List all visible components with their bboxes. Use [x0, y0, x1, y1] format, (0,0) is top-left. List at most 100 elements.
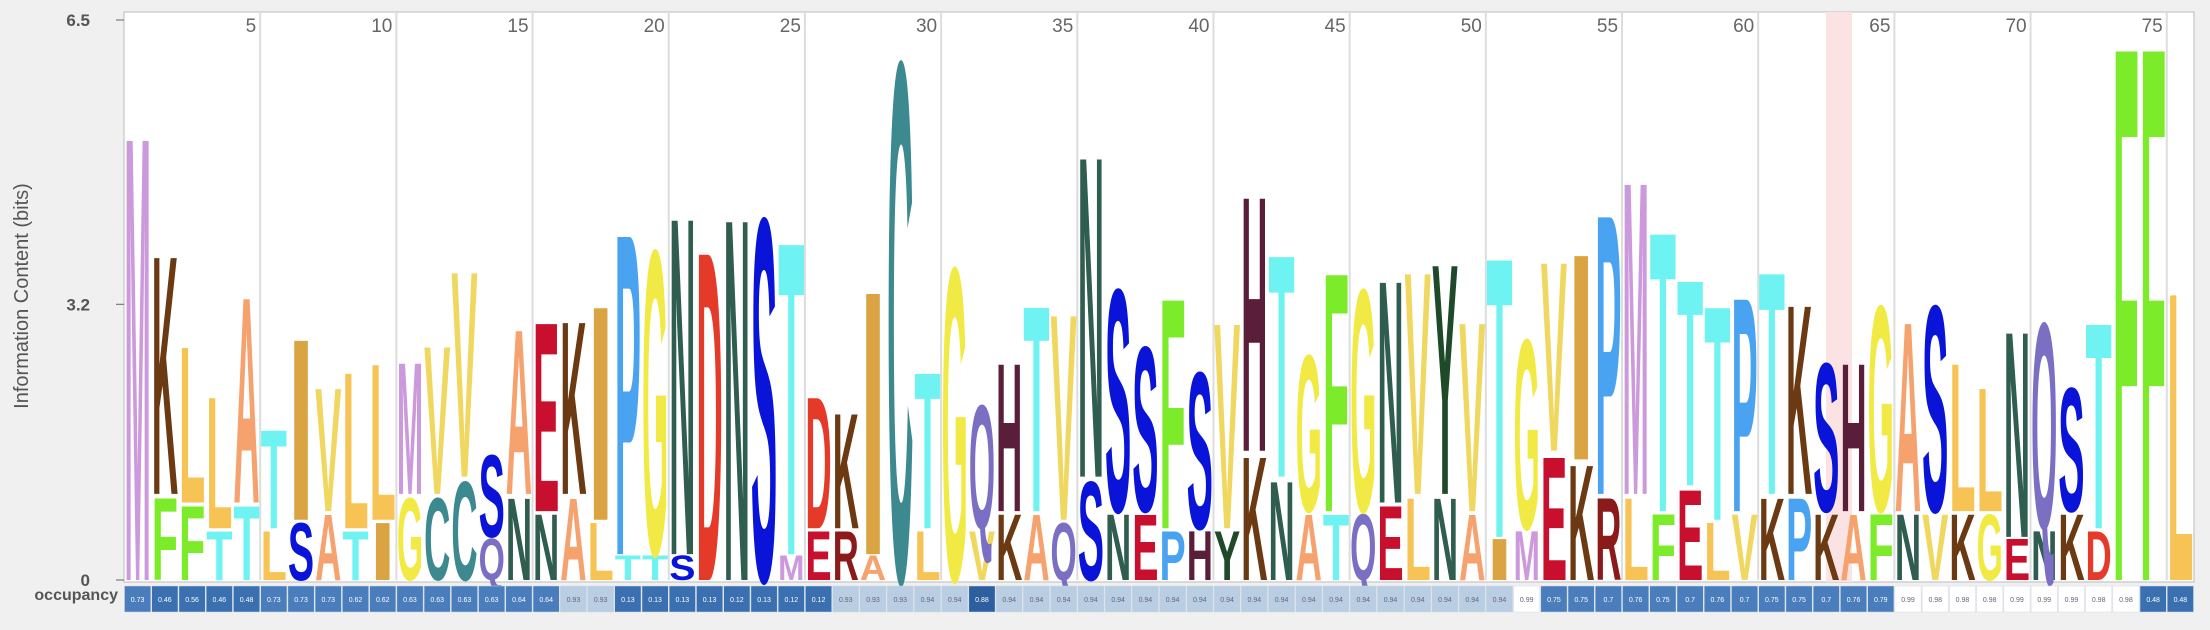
occupancy-cell: [1458, 585, 1486, 613]
x-tick-label: 55: [1597, 16, 1618, 37]
x-tick-label: 45: [1325, 16, 1346, 37]
residue-letter: H: [1187, 517, 1213, 596]
occupancy-cell: [1567, 585, 1595, 613]
occupancy-cell: [233, 585, 260, 613]
residue-letter: S: [1922, 243, 1948, 574]
occupancy-value: 0.98: [1983, 597, 1997, 604]
occupancy-cell: [1404, 585, 1432, 613]
residue-letter: Q: [479, 527, 505, 592]
residue-letter: A: [315, 495, 341, 601]
occupancy-value: 0.56: [185, 597, 199, 604]
occupancy-cell: [124, 585, 151, 613]
occupancy-value: 0.94: [1139, 597, 1153, 604]
residue-letter: V: [451, 209, 477, 540]
residue-letter: S: [2058, 352, 2084, 549]
y-tick-label: 6.5: [66, 11, 90, 30]
residue-letter: K: [1786, 250, 1812, 553]
occupancy-value: 0.63: [458, 597, 472, 604]
residue-letter: K: [2058, 495, 2084, 601]
occupancy-value: 0.99: [1901, 597, 1915, 604]
occupancy-value: 0.76: [1711, 597, 1725, 604]
occupancy-cell: [1349, 585, 1377, 613]
residue-letter: P: [615, 137, 641, 630]
residue-letter: C: [451, 453, 477, 611]
residue-letter: T: [233, 484, 259, 602]
occupancy-cell: [505, 585, 533, 613]
y-tick-label: 0: [81, 571, 90, 590]
occupancy-cell: [832, 585, 860, 613]
occupancy-value: 0.62: [349, 597, 363, 604]
residue-letter: H: [996, 320, 1022, 557]
residue-letter: T: [1677, 217, 1703, 548]
occupancy-value: 0.93: [866, 597, 880, 604]
occupancy-value: 0.75: [1574, 597, 1588, 604]
occupancy-cell: [1921, 585, 1949, 613]
occupancy-value: 0.76: [1629, 597, 1643, 604]
y-axis-label: Information Content (bits): [11, 183, 33, 409]
occupancy-cell: [1077, 585, 1105, 613]
residue-letter: D: [2086, 517, 2112, 596]
residue-letter: T: [642, 548, 668, 588]
residue-letter: A: [1023, 495, 1049, 601]
residue-letter: L: [206, 358, 232, 569]
occupancy-cell: [451, 585, 478, 613]
occupancy-cell: [886, 585, 914, 613]
occupancy-cell: [1132, 585, 1159, 613]
occupancy-cell: [777, 585, 805, 613]
residue-letter: T: [1650, 149, 1676, 598]
occupancy-cell: [1186, 585, 1214, 613]
occupancy-value: 0.12: [812, 597, 826, 604]
occupancy-value: 0.99: [2037, 597, 2051, 604]
occupancy-cell: [1050, 585, 1078, 613]
residue-letter: F: [179, 484, 205, 602]
residue-letter: G: [397, 474, 423, 606]
residue-letter: T: [261, 401, 287, 559]
x-tick-label: 35: [1052, 16, 1073, 37]
occupancy-value: 0.94: [1220, 597, 1234, 604]
occupancy-cell: [1213, 585, 1241, 613]
occupancy-value: 0.12: [784, 597, 798, 604]
occupancy-cell: [1540, 585, 1568, 613]
residue-letter: S: [288, 506, 314, 598]
x-tick-label: 65: [1869, 16, 1890, 37]
occupancy-value: 0.99: [2065, 597, 2079, 604]
occupancy-cell: [914, 585, 941, 613]
residue-letter: V: [1214, 260, 1240, 591]
occupancy-cell: [1268, 585, 1295, 613]
occupancy-value: 0.73: [321, 597, 335, 604]
occupancy-cell: [1812, 585, 1840, 613]
occupancy-cell: [205, 585, 233, 613]
occupancy-cell: [1104, 585, 1132, 613]
residue-letter: G: [1296, 308, 1322, 559]
occupancy-cell: [1949, 585, 1976, 613]
residue-letter: G: [1868, 243, 1894, 574]
occupancy-cell: [423, 585, 451, 613]
residue-letter: Y: [1432, 195, 1458, 565]
residue-letter: L: [588, 506, 614, 598]
occupancy-cell: [1894, 585, 1922, 613]
residue-letter: L: [342, 325, 368, 576]
occupancy-cell: [532, 585, 560, 613]
residue-letter: Q: [2031, 260, 2057, 591]
occupancy-value: 0.7: [1604, 597, 1614, 604]
residue-letter: A: [506, 282, 532, 545]
occupancy-value: 0.94: [1411, 597, 1425, 604]
residue-letter: L: [914, 517, 940, 596]
residue-letter: D: [805, 358, 831, 569]
residue-letter: G: [1977, 495, 2003, 601]
occupancy-cell: [614, 585, 642, 613]
occupancy-value: 0.76: [1847, 597, 1861, 604]
residue-letter: S: [479, 431, 505, 563]
residue-letter: M: [397, 324, 423, 535]
residue-letter: K: [1568, 430, 1594, 615]
occupancy-value: 0.98: [2119, 597, 2133, 604]
residue-letter: A: [860, 548, 886, 588]
occupancy-cell: [1513, 585, 1541, 613]
residue-letter: P: [1731, 234, 1757, 577]
residue-letter: K: [152, 184, 178, 567]
residue-letter: S: [1813, 320, 1839, 557]
occupancy-value: 0.48: [2146, 597, 2160, 604]
occupancy-cell: [1785, 585, 1813, 613]
occupancy-cell: [1622, 585, 1650, 613]
